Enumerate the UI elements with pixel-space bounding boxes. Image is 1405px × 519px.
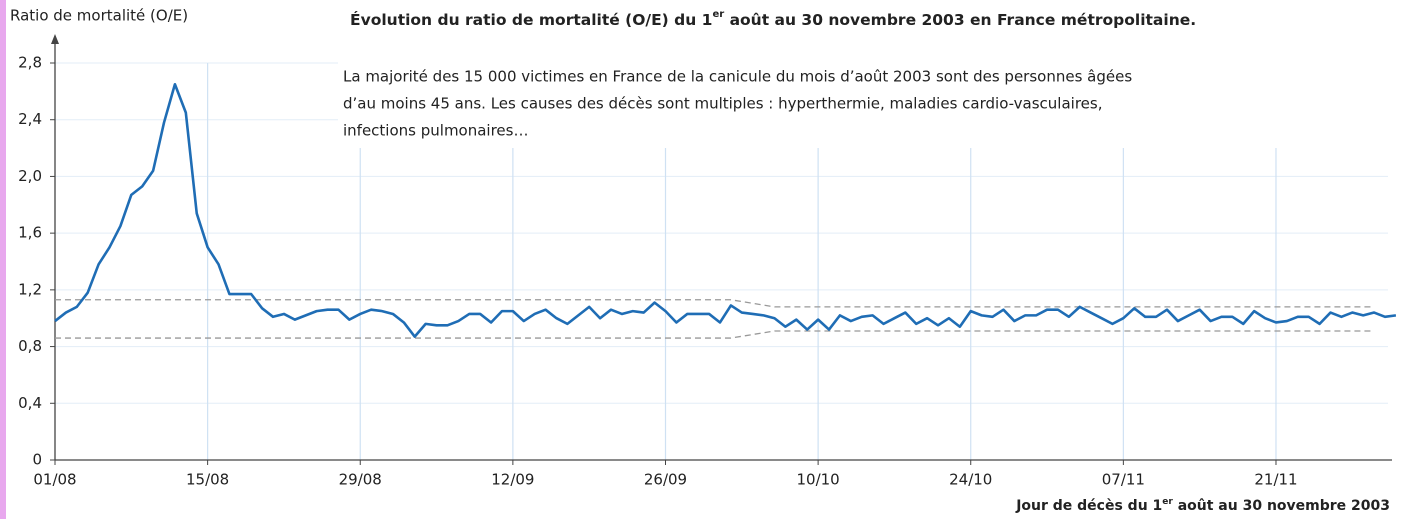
x-tick-label: 24/10 <box>949 471 992 489</box>
y-tick-label: 2,8 <box>18 54 42 72</box>
x-tick-label: 21/11 <box>1254 471 1297 489</box>
x-tick-label: 15/08 <box>186 471 229 489</box>
y-axis-arrow <box>51 34 59 44</box>
y-tick-label: 2,4 <box>18 110 42 128</box>
y-axis-label: Ratio de mortalité (O/E) <box>10 7 188 25</box>
y-tick-label: 2,0 <box>18 167 42 185</box>
title-part: août au 30 novembre 2003 en France métro… <box>724 11 1196 29</box>
y-tick-label: 1,2 <box>18 280 42 298</box>
left-border <box>0 0 6 519</box>
reference-line <box>55 330 1375 339</box>
y-tick-label: 0,8 <box>18 337 42 355</box>
x-label-part: août au 30 novembre 2003 <box>1173 498 1390 514</box>
annotation-line: infections pulmonaires… <box>343 122 528 140</box>
y-tick-label: 0,4 <box>18 394 42 412</box>
data-line <box>54 82 1397 338</box>
title-part: Évolution du ratio de mortalité (O/E) du… <box>350 10 712 29</box>
foreground: 0 0,4 0,8 1,2 1,6 2,0 2,4 2,8 01/08 15/08 29/08 12/… <box>18 34 1397 489</box>
x-tick-label: 10/10 <box>796 471 839 489</box>
x-tick-label: 12/09 <box>491 471 534 489</box>
annotation-background <box>338 50 1398 148</box>
x-tick-label: 29/08 <box>339 471 382 489</box>
y-tick-label: 1,6 <box>18 224 42 242</box>
reference-line <box>55 299 1375 308</box>
x-tick-label: 26/09 <box>644 471 687 489</box>
title-sup: er <box>712 9 724 20</box>
x-label-sup: er <box>1162 497 1173 507</box>
annotation-line: La majorité des 15 000 victimes en Franc… <box>343 68 1132 86</box>
x-label-part: Jour de décès du 1 <box>1015 498 1162 514</box>
y-tick-label: 0 <box>32 451 42 469</box>
x-axis-label: Jour de décès du 1er août au 30 novembre… <box>1015 497 1390 515</box>
x-tick-label: 07/11 <box>1102 471 1145 489</box>
annotation-line: d’au moins 45 ans. Les causes des décès … <box>343 95 1102 113</box>
x-tick-label: 01/08 <box>33 471 76 489</box>
chart-title: Évolution du ratio de mortalité (O/E) du… <box>350 9 1196 29</box>
